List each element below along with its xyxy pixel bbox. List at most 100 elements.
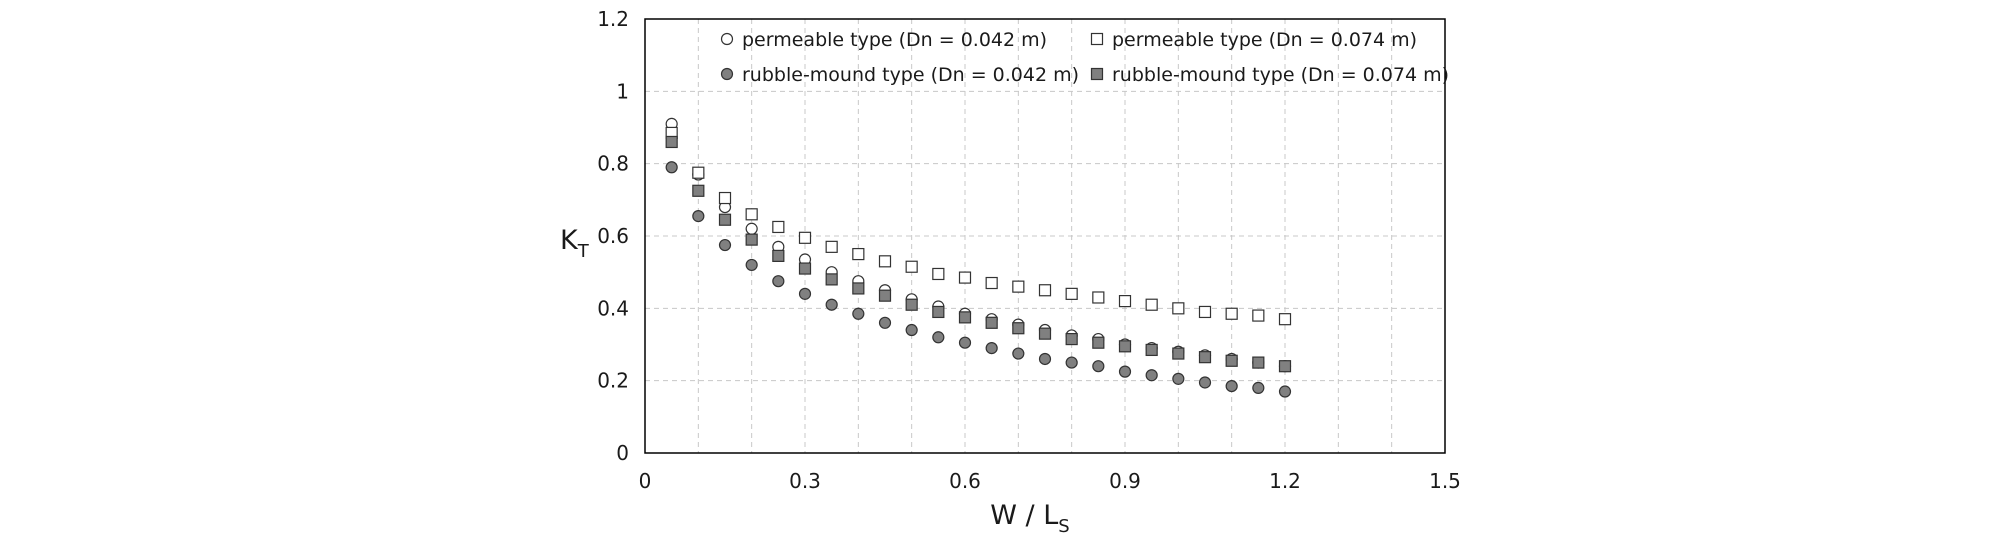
data-point [932,331,945,344]
data-point [692,166,705,179]
y-tick-label: 1 [616,79,629,103]
series-1 [665,117,1292,373]
legend-marker [720,67,734,81]
x-tick-label: 0.3 [789,469,821,493]
data-point [1172,347,1185,360]
legend-label: permeable type (Dn = 0.074 m) [1112,29,1417,51]
data-point [798,231,812,244]
y-tick-labels: 0 0.2 0.4 0.6 0.8 1 1.2 [597,7,629,465]
data-point [1225,379,1238,393]
data-point [1118,365,1132,378]
data-point [1278,360,1292,373]
data-point [958,271,972,284]
data-point [1065,332,1078,346]
data-points [665,117,1292,398]
data-point [852,282,865,295]
data-point [1198,351,1212,364]
y-tick-label: 0.2 [597,369,629,393]
y-axis-title-main: K [560,225,579,256]
data-point [852,307,865,320]
data-point [958,311,972,324]
data-point [1118,295,1132,308]
data-point [745,222,758,235]
x-tick-label: 0.6 [949,469,981,493]
data-point [798,262,812,275]
x-tick-label: 0.9 [1109,469,1141,493]
data-point [718,191,732,205]
data-point [772,220,785,234]
legend-item: rubble-mound type (Dn = 0.074 m) [1090,64,1449,86]
legend-item: permeable type (Dn = 0.074 m) [1090,29,1417,51]
data-point [1145,343,1158,357]
legend-label: rubble-mound type (Dn = 0.074 m) [1112,64,1449,86]
legend-item: permeable type (Dn = 0.042 m) [720,29,1047,51]
data-point [932,305,945,319]
data-point [1038,284,1052,297]
data-point [1065,356,1078,369]
data-point [1198,305,1212,319]
y-axis-title: KT [560,225,590,262]
data-point [1145,369,1158,382]
y-tick-label: 0.4 [597,296,629,320]
data-point [745,258,758,272]
x-tick-label: 0 [639,469,652,493]
y-tick-label: 0.8 [597,152,629,176]
data-point [825,240,838,253]
data-point [692,210,705,223]
data-point [798,287,812,300]
data-point [878,316,892,329]
y-tick-label: 0 [616,441,629,465]
x-tick-label: 1.5 [1429,469,1461,493]
x-axis-title-sub: S [1058,516,1069,533]
data-point [825,273,838,286]
data-point [692,184,705,197]
data-point [1278,313,1292,326]
data-point [772,249,785,262]
data-point [958,336,972,349]
data-point [745,208,758,221]
data-point [932,267,945,281]
legend-marker [720,32,734,46]
data-point [825,298,838,311]
legend-label: rubble-mound type (Dn = 0.042 m) [742,64,1079,86]
data-point [665,135,678,149]
x-tick-labels: 0 0.3 0.6 0.9 1.2 1.5 [639,469,1461,493]
data-point [1012,347,1025,360]
data-point [905,260,918,273]
legend-item: rubble-mound type (Dn = 0.042 m) [720,64,1079,86]
y-tick-label: 0.6 [597,224,629,248]
data-point [1225,354,1238,367]
grid-lines [645,19,1445,453]
y-axis-title-sub: T [577,241,590,262]
data-point [745,233,758,246]
data-point [1252,309,1265,322]
x-tick-label: 1.2 [1269,469,1301,493]
data-point [718,238,732,252]
data-point [1172,372,1185,385]
data-point [905,298,918,311]
legend-label: permeable type (Dn = 0.042 m) [742,29,1047,51]
plot-frame [644,18,1446,454]
x-axis-title-main: W / L [990,500,1058,531]
data-point [1092,336,1105,349]
data-point [1252,381,1265,394]
data-point [1012,280,1025,293]
data-point [1278,385,1292,398]
data-point [1065,287,1078,300]
data-point [718,213,732,226]
data-point [905,323,918,337]
legend-marker [1090,67,1104,81]
data-point [665,161,678,174]
data-point [1038,352,1052,366]
data-point [1252,356,1265,369]
data-point [1092,291,1105,304]
data-point [852,247,865,261]
data-point [878,255,892,268]
data-point [1225,307,1238,320]
data-point [1038,327,1052,340]
data-point [1172,302,1185,315]
data-point [1012,322,1025,335]
data-point [878,289,892,302]
data-point [985,342,998,355]
